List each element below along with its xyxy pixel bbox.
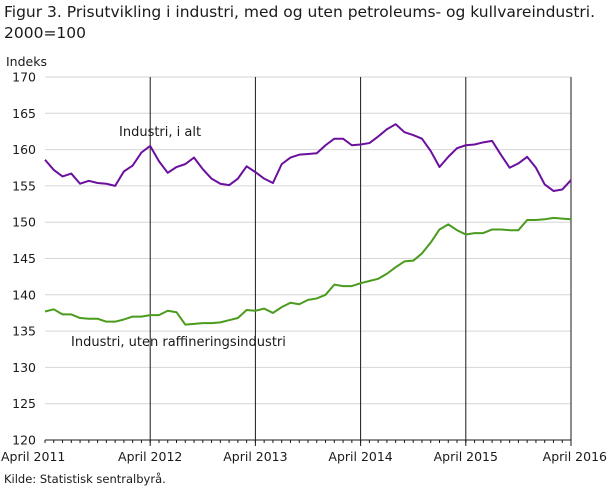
- source-note: Kilde: Statistisk sentralbyrå.: [4, 472, 166, 486]
- gridlines: [45, 76, 571, 441]
- x-tick-label: April 2011: [1, 449, 65, 464]
- y-tick-label: 155: [12, 178, 36, 193]
- y-tick-label: 140: [12, 287, 36, 302]
- series-lines: [44, 123, 572, 326]
- y-axis-ticks: 120 125 130 135 140 145 150 155 160 165 170: [12, 70, 36, 448]
- annotation-industri-uten-raffinering: Industri, uten raffineringsindustri: [71, 335, 286, 350]
- y-tick-label: 165: [12, 106, 36, 121]
- y-axis-label: Indeks: [6, 54, 47, 69]
- y-tick-label: 170: [12, 70, 36, 85]
- figure-title: Figur 3. Prisutvikling i industri, med o…: [4, 2, 604, 44]
- x-axis: April 2011 April 2012 April 2013 April 2014…: [1, 77, 607, 464]
- x-tick-label: April 2012: [118, 449, 182, 464]
- series-line-industri-uten-raffinering: [44, 216, 572, 326]
- y-tick-label: 160: [12, 142, 36, 157]
- annotation-industri-i-alt: Industri, i alt: [119, 125, 201, 140]
- annotations: Industri, i alt Industri, uten raffinerin…: [71, 125, 286, 350]
- x-tick-label: April 2016: [543, 449, 607, 464]
- y-tick-label: 135: [12, 324, 36, 339]
- y-tick-label: 145: [12, 251, 36, 266]
- title-line-1: Figur 3. Prisutvikling i industri, med o…: [4, 3, 596, 21]
- x-tick-label: April 2015: [434, 449, 498, 464]
- title-line-2: 2000=100: [4, 24, 87, 42]
- y-tick-label: 130: [12, 360, 36, 375]
- x-tick-label: April 2014: [328, 449, 392, 464]
- y-tick-label: 150: [12, 215, 36, 230]
- series-line-industri-i-alt: [44, 123, 572, 192]
- y-tick-label: 120: [12, 433, 36, 448]
- x-tick-label: April 2013: [223, 449, 287, 464]
- y-tick-label: 125: [12, 396, 36, 411]
